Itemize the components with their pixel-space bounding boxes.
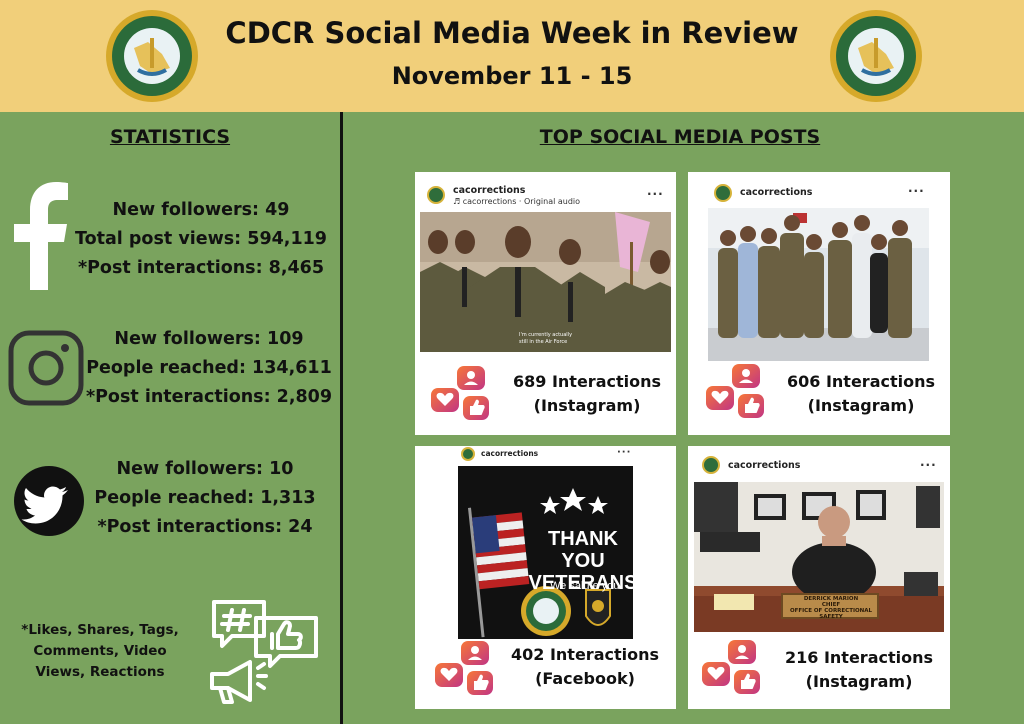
- instagram-post-interactions: *Post interactions: 2,809: [85, 387, 333, 407]
- instagram-icon: [8, 330, 84, 406]
- post-photo: [708, 208, 929, 361]
- facebook-post-views: Total post views: 594,119: [75, 229, 327, 249]
- footnote-line: Views, Reactions: [35, 664, 165, 680]
- post-photo: I'm currently actually still in the Air …: [420, 212, 671, 352]
- nameplate-line: DERRICK MARION: [803, 596, 859, 602]
- interactions-footnote: *Likes, Shares, Tags, Comments, Video Vi…: [10, 620, 190, 683]
- platform-label: (Facebook): [535, 669, 635, 688]
- nameplate-line: OFFICE OF CORRECTIONAL SAFETY: [789, 608, 873, 620]
- instagram-people-reached: People reached: 134,611: [86, 358, 332, 378]
- reactions-icon: [702, 640, 760, 694]
- facebook-new-followers: New followers: 49: [112, 200, 290, 220]
- account-avatar: [714, 184, 732, 202]
- account-handle: cacorrections: [740, 187, 813, 198]
- more-options-icon[interactable]: ···: [647, 187, 664, 201]
- post-graphic: THANK YOU VETERANS We salute you: [458, 466, 633, 639]
- facebook-post-interactions: *Post interactions: 8,465: [77, 258, 325, 278]
- interaction-count: 689 Interactions: [512, 372, 662, 391]
- column-divider: [340, 112, 343, 724]
- header-banner: CDCR Social Media Week in Review Novembe…: [0, 0, 1024, 112]
- account-handle: cacorrections: [481, 449, 539, 458]
- graphic-line: THANK YOU: [548, 528, 618, 572]
- facebook-icon: [14, 182, 68, 290]
- account-avatar: [427, 186, 445, 204]
- desk-nameplate: DERRICK MARION CHIEF OFFICE OF CORRECTIO…: [786, 596, 876, 620]
- cdcr-seal-logo: [106, 10, 198, 102]
- reactions-icon: [706, 364, 764, 418]
- interaction-summary: 606 Interactions (Instagram): [776, 370, 946, 418]
- platform-label: (Instagram): [807, 396, 915, 415]
- caption-line: still in the Air Force: [519, 339, 568, 345]
- interaction-summary: 402 Interactions (Facebook): [501, 643, 669, 691]
- account-handle: cacorrections: [728, 460, 801, 471]
- nameplate-line: CHIEF: [821, 602, 841, 608]
- platform-label: (Instagram): [805, 672, 913, 691]
- interaction-count: 402 Interactions: [510, 645, 660, 664]
- account-avatar: [702, 456, 720, 474]
- twitter-stats: New followers: 10 People reached: 1,313 …: [70, 455, 340, 542]
- interaction-count: 606 Interactions: [786, 372, 936, 391]
- video-caption: I'm currently actually still in the Air …: [519, 332, 572, 346]
- platform-label: (Instagram): [533, 396, 641, 415]
- account-handle: cacorrections: [453, 185, 526, 196]
- instagram-new-followers: New followers: 109: [114, 329, 304, 349]
- interaction-count: 216 Interactions: [784, 648, 934, 667]
- account-avatar: [461, 447, 475, 461]
- post-card[interactable]: cacorrections ··· DERRICK MARION CHIEF O…: [688, 446, 950, 709]
- post-card[interactable]: cacorrections ···: [688, 172, 950, 435]
- twitter-icon: [14, 466, 84, 536]
- top-posts-heading: TOP SOCIAL MEDIA POSTS: [539, 126, 821, 148]
- date-range: November 11 - 15: [391, 62, 633, 90]
- more-options-icon[interactable]: ···: [920, 458, 937, 472]
- page-title: CDCR Social Media Week in Review: [225, 16, 799, 50]
- post-card[interactable]: cacorrections ♬ cacorrections · Original…: [415, 172, 676, 435]
- interaction-summary: 216 Interactions (Instagram): [774, 646, 944, 694]
- post-card[interactable]: cacorrections ···: [415, 446, 676, 709]
- more-options-icon[interactable]: ···: [908, 184, 925, 198]
- more-options-icon[interactable]: ···: [617, 447, 632, 458]
- footnote-line: Comments, Video: [33, 643, 167, 659]
- twitter-new-followers: New followers: 10: [116, 459, 294, 479]
- graphic-tagline: We salute you: [550, 580, 620, 592]
- cdcr-seal-logo: [830, 10, 922, 102]
- instagram-stats: New followers: 109 People reached: 134,6…: [74, 325, 344, 412]
- reactions-icon: [435, 641, 493, 695]
- twitter-people-reached: People reached: 1,313: [94, 488, 316, 508]
- caption-line: I'm currently actually: [519, 332, 573, 338]
- reactions-icon: [431, 366, 489, 420]
- interaction-summary: 689 Interactions (Instagram): [503, 370, 671, 418]
- statistics-heading: STATISTICS: [109, 126, 231, 148]
- graphic-headline: THANK YOU VETERANS: [528, 528, 633, 594]
- graphic-line: VETERANS: [528, 572, 633, 594]
- footnote-line: *Likes, Shares, Tags,: [21, 622, 179, 638]
- social-engagement-icon: [210, 600, 318, 704]
- twitter-post-interactions: *Post interactions: 24: [97, 517, 313, 537]
- facebook-stats: New followers: 49 Total post views: 594,…: [66, 196, 336, 283]
- post-photo: DERRICK MARION CHIEF OFFICE OF CORRECTIO…: [694, 482, 944, 632]
- audio-label: ♬ cacorrections · Original audio: [453, 197, 581, 206]
